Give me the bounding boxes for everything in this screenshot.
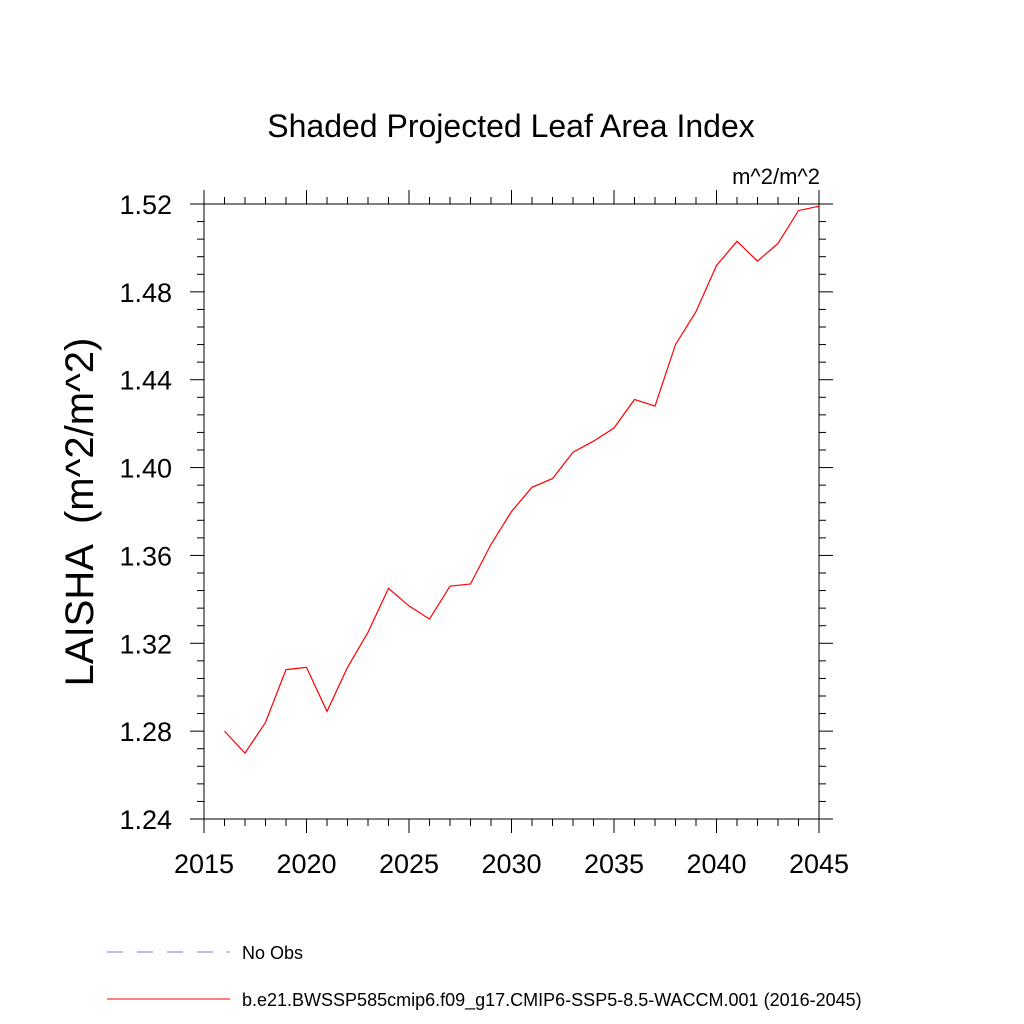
y-tick-label: 1.52 [119, 190, 172, 220]
y-tick-label: 1.44 [119, 366, 172, 396]
legend-label: b.e21.BWSSP585cmip6.f09_g17.CMIP6-SSP5-8… [242, 990, 862, 1011]
y-tick-label: 1.28 [119, 717, 172, 747]
y-tick-label: 1.32 [119, 629, 172, 659]
x-tick-label: 2045 [789, 849, 849, 879]
series-line [224, 205, 820, 755]
x-tick-labels: 2015 2020 2025 2030 2035 2040 2045 [174, 849, 849, 879]
units-label: m^2/m^2 [732, 164, 820, 189]
y-tick-label: 1.24 [119, 805, 172, 835]
x-tick-label: 2015 [174, 849, 234, 879]
legend: No Obs b.e21.BWSSP585cmip6.f09_g17.CMIP6-… [107, 943, 862, 1011]
x-tick-label: 2040 [686, 849, 746, 879]
y-tick-label: 1.40 [119, 454, 172, 484]
y-tick-label: 1.48 [119, 278, 172, 308]
axis-ticks [190, 190, 833, 833]
chart-title: Shaded Projected Leaf Area Index [267, 108, 754, 144]
x-tick-label: 2035 [584, 849, 644, 879]
series-lines [224, 205, 820, 755]
y-axis-label: LAISHA (m^2/m^2) [58, 338, 102, 687]
y-tick-label: 1.36 [119, 541, 172, 571]
y-tick-labels: 1.24 1.28 1.32 1.36 1.40 1.44 1.48 1.52 [119, 190, 172, 835]
legend-label: No Obs [242, 943, 303, 963]
x-tick-label: 2020 [276, 849, 336, 879]
x-tick-label: 2025 [379, 849, 439, 879]
x-tick-label: 2030 [481, 849, 541, 879]
